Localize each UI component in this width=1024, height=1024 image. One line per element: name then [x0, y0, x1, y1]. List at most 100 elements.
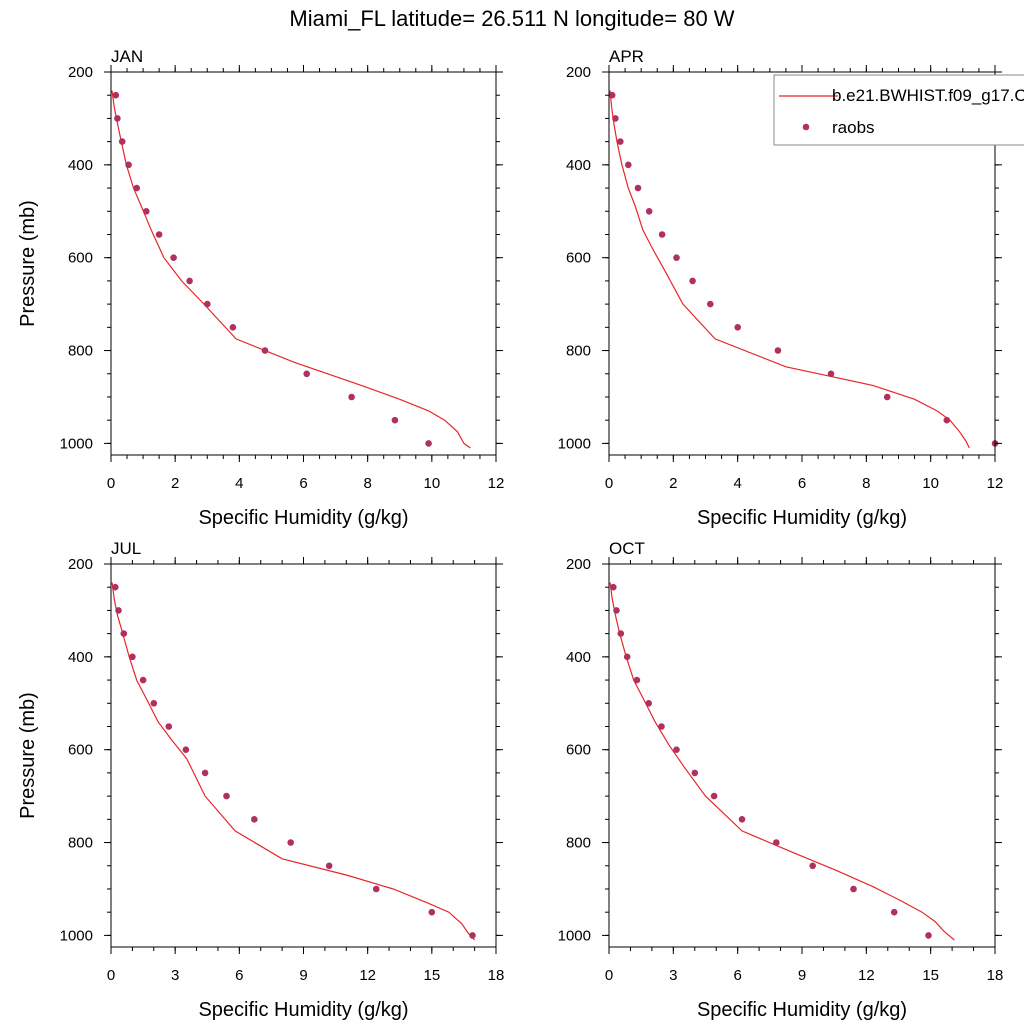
x-tick-label: 12 — [488, 475, 505, 492]
obs-point — [287, 839, 295, 846]
obs-point — [348, 393, 355, 401]
panel-title: JAN — [111, 47, 143, 66]
panel-title: OCT — [609, 539, 645, 558]
obs-point — [170, 254, 177, 261]
obs-point — [633, 676, 641, 684]
x-tick-label: 8 — [862, 475, 870, 492]
panel-jul: JUL 0 3 6 9 12 15 18 200 400 600 800 1000 Specific Hu… — [17, 539, 504, 1021]
x-tick-label: 6 — [235, 967, 243, 984]
y-tick-label: 400 — [68, 157, 93, 174]
plot-frame — [608, 563, 996, 948]
x-tick-label: 10 — [423, 475, 440, 492]
x-tick-label: 2 — [171, 475, 179, 492]
x-tick-label: 9 — [299, 967, 307, 984]
obs-point — [391, 416, 399, 424]
obs-point — [850, 885, 857, 893]
y-tick-label: 600 — [68, 250, 93, 267]
x-tick-label: 12 — [359, 967, 376, 984]
x-tick-label: 3 — [171, 967, 179, 984]
obs-point — [658, 723, 665, 730]
x-tick-label: 12 — [987, 475, 1004, 492]
obs-point — [673, 746, 680, 753]
x-axis-label: Specific Humidity (g/kg) — [697, 999, 907, 1021]
obs-point — [112, 91, 120, 99]
x-tick-label: 15 — [922, 967, 939, 984]
x-tick-label: 4 — [733, 475, 741, 492]
obs-point — [623, 653, 631, 661]
obs-point — [610, 583, 617, 591]
obs-point — [139, 676, 147, 684]
obs-point — [372, 885, 380, 893]
obs-point — [251, 816, 258, 823]
legend: b.e21.BWHIST.f09_g17.CMIP6-historical-WA… — [773, 74, 1024, 146]
obs-point — [625, 161, 632, 169]
obs-point — [155, 231, 163, 238]
x-axis-label: Specific Humidity (g/kg) — [198, 999, 408, 1021]
obs-point — [608, 91, 616, 99]
obs-point — [673, 254, 680, 261]
obs-point — [201, 769, 209, 777]
panel-jan: JAN 0 2 4 6 8 10 12 200 400 600 800 1000 Specific Hum… — [17, 47, 504, 529]
obs-point — [827, 370, 835, 378]
y-tick-label: 800 — [566, 343, 591, 360]
obs-point — [634, 184, 642, 192]
obs-point — [325, 862, 333, 870]
obs-point — [691, 769, 699, 777]
obs-point — [890, 908, 898, 916]
obs-point — [229, 324, 237, 331]
y-axis-label: Pressure (mb) — [17, 200, 39, 327]
panel-title: APR — [609, 47, 644, 66]
y-tick-label: 800 — [68, 343, 93, 360]
y-tick-label: 600 — [566, 250, 591, 267]
x-tick-label: 4 — [235, 475, 243, 492]
obs-point — [645, 208, 653, 215]
y-tick-label: 1000 — [558, 435, 591, 452]
x-tick-label: 0 — [605, 967, 613, 984]
panel-oct: OCT 0 3 6 9 12 15 18 200 400 600 800 1000 Specific Hu… — [558, 539, 1004, 1021]
obs-point — [774, 347, 782, 354]
y-tick-label: 200 — [566, 64, 591, 81]
x-tick-label: 2 — [669, 475, 677, 492]
panel-title: JUL — [111, 539, 141, 558]
x-tick-label: 8 — [363, 475, 371, 492]
x-tick-label: 0 — [605, 475, 613, 492]
panel-apr: APR 0 2 4 6 8 10 12 200 400 600 800 1000 Specific Hum… — [558, 47, 1004, 529]
obs-point — [707, 300, 714, 308]
obs-point — [133, 184, 140, 192]
y-tick-label: 800 — [68, 835, 93, 852]
x-tick-label: 6 — [798, 475, 806, 492]
obs-point — [114, 115, 121, 122]
legend-dot-swatch — [802, 123, 810, 131]
model-line — [111, 582, 476, 941]
x-tick-label: 18 — [488, 967, 505, 984]
obs-point — [165, 723, 173, 730]
obs-point — [120, 630, 128, 637]
obs-point — [186, 277, 193, 285]
x-tick-label: 6 — [733, 967, 741, 984]
obs-point — [612, 115, 619, 122]
obs-point — [112, 583, 119, 591]
obs-point — [734, 324, 741, 331]
obs-point — [710, 792, 718, 800]
obs-point — [809, 862, 816, 870]
obs-point — [689, 277, 696, 285]
obs-point — [617, 138, 624, 145]
y-tick-label: 600 — [68, 742, 93, 759]
obs-point — [613, 607, 620, 614]
legend-model-label: b.e21.BWHIST.f09_g17.CMIP6-historical-WA… — [832, 86, 1024, 105]
obs-point — [428, 908, 436, 916]
legend-obs-label: raobs — [832, 118, 875, 137]
y-tick-label: 200 — [68, 556, 93, 573]
y-tick-label: 1000 — [60, 435, 93, 452]
y-tick-label: 200 — [68, 64, 93, 81]
obs-point — [925, 932, 932, 939]
x-axis-label: Specific Humidity (g/kg) — [697, 507, 907, 529]
x-tick-label: 10 — [922, 475, 939, 492]
obs-point — [223, 792, 230, 800]
obs-point — [115, 607, 122, 614]
obs-point — [303, 370, 311, 378]
x-tick-label: 0 — [107, 475, 115, 492]
obs-point — [773, 839, 780, 846]
x-tick-label: 15 — [423, 967, 440, 984]
